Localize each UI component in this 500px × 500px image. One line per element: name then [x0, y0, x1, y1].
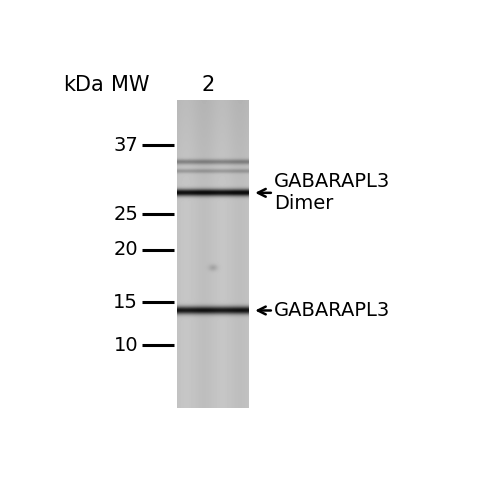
Text: 25: 25: [113, 205, 138, 224]
Text: Dimer: Dimer: [274, 194, 333, 213]
Text: kDa: kDa: [64, 75, 104, 95]
Text: GABARAPL3: GABARAPL3: [274, 301, 390, 320]
Text: GABARAPL3: GABARAPL3: [274, 172, 390, 191]
Text: 37: 37: [114, 136, 138, 154]
Text: MW: MW: [111, 75, 150, 95]
Text: 10: 10: [114, 336, 138, 355]
Text: 2: 2: [201, 75, 214, 95]
Text: 15: 15: [113, 292, 138, 312]
Text: 20: 20: [114, 240, 138, 260]
